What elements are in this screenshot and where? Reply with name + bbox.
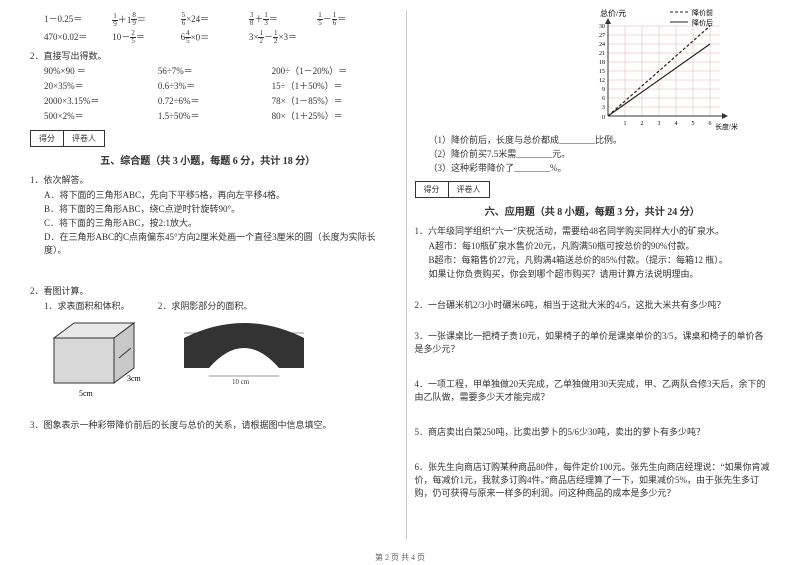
q1c: C．将下面的三角形ABC，按2:1放大。 <box>30 216 386 229</box>
eq: 0.6÷3%＝ <box>158 79 272 92</box>
eq: 645×0＝ <box>181 30 249 45</box>
price-chart: 总价/元 降价前 降价后 302724211815129630 123456 <box>580 6 750 131</box>
q2b: 2．求阴影部分的面积。 <box>158 299 272 312</box>
eq: 19＋189＝ <box>112 12 180 28</box>
eq: 0.72÷6%＝ <box>158 94 272 107</box>
q3: 3．图象表示一种彩带降价前后的长度与总价的关系，请根据图中信息填空。 <box>30 418 386 431</box>
chart-xlabel: 长度/米 <box>715 122 738 131</box>
eq: 38＋13＝ <box>249 12 317 28</box>
legend-after: 降价后 <box>692 18 713 27</box>
svg-text:21: 21 <box>599 51 605 57</box>
r-q5: 5．商店卖出白菜250吨，比卖出萝卜的5/6少30吨，卖出的萝卜有多少吨？ <box>415 425 771 438</box>
eq: 1－0.25＝ <box>44 12 112 28</box>
svg-text:2: 2 <box>641 121 644 127</box>
svg-text:24: 24 <box>599 42 605 48</box>
eq: 78×（1－85%）＝ <box>272 94 386 107</box>
score-label: 得分 <box>416 182 449 197</box>
figures-row: 5cm 3cm 15 cm 10 cm <box>30 318 386 398</box>
score-label: 得分 <box>31 131 64 146</box>
score-box: 得分 评卷人 <box>415 181 490 198</box>
svg-text:0: 0 <box>602 115 605 121</box>
score-box: 得分 评卷人 <box>30 130 105 147</box>
eq: 2000×3.15%＝ <box>44 94 158 107</box>
r-q1: 1．六年级同学组织“六一”庆祝活动，需要给48名同学购买同样大小的矿泉水。 <box>415 224 771 237</box>
r-q1b: B超市：每箱售价27元，凡购满4箱送总价的85%付款。（提示：每箱12 瓶）。 <box>415 253 771 266</box>
svg-text:18: 18 <box>599 60 605 66</box>
q1: 1．依次解答。 <box>30 173 386 186</box>
svg-text:12: 12 <box>599 78 605 84</box>
q1a: A．将下面的三角形ABC，先向下平移5格，再向左平移4格。 <box>30 188 386 201</box>
section-6-title: 六、应用题（共 8 小题，每题 3 分，共计 24 分） <box>415 203 771 218</box>
eq: 20×35%＝ <box>44 79 158 92</box>
equation-block-2: 90%×90 ＝56÷7%＝200÷（1－20%）＝ 20×35%＝0.6÷3%… <box>30 64 386 122</box>
left-column: 1－0.25＝ 19＋189＝ 56×24＝ 38＋13＝ 15－16＝ 470… <box>30 10 386 540</box>
arch-top: 15 cm <box>232 324 250 332</box>
grader-label: 评卷人 <box>449 182 489 197</box>
q1d: D．在三角形ABC的C点南偏东45°方向2厘米处画一个直径3厘米的圆（长度为实际… <box>30 230 386 256</box>
eq: 15÷（1＋50%）＝ <box>272 79 386 92</box>
svg-text:6: 6 <box>709 121 712 127</box>
svg-text:6: 6 <box>602 96 605 102</box>
svg-text:30: 30 <box>599 24 605 30</box>
eq: 200÷（1－20%）＝ <box>272 64 386 77</box>
chart-ylabel: 总价/元 <box>600 8 626 18</box>
q2a: 1．求表面积和体积。 <box>44 299 158 312</box>
svg-text:3: 3 <box>602 105 605 111</box>
cuboid-w: 5cm <box>79 389 94 398</box>
fill-3: （3）这种彩带降价了________%。 <box>415 161 771 174</box>
eq: 80×（1＋25%）＝ <box>272 109 386 122</box>
r-q1c: 如果让你负责购买，你会到哪个超市购买？请用计算方法说明理由。 <box>415 267 771 280</box>
eq: 3×12－12×3＝ <box>249 30 317 45</box>
svg-text:4: 4 <box>675 121 678 127</box>
arch-figure: 15 cm 10 cm <box>174 318 314 388</box>
eq: 56×24＝ <box>181 12 249 28</box>
legend-before: 降价前 <box>692 8 713 17</box>
chart-xticks: 1 2 3 4 5 6 <box>624 121 712 127</box>
r-q4: 4．一项工程，甲单独做20天完成，乙单独做用30天完成，甲、乙两队合修3天后，余… <box>415 377 771 403</box>
eq: 15－16＝ <box>317 12 385 28</box>
eq: 90%×90 ＝ <box>44 64 158 77</box>
eq: 1.5÷50%＝ <box>158 109 272 122</box>
r-q1a: A超市：每10瓶矿泉水售价20元，凡购满50瓶可按总价的90%付款。 <box>415 239 771 252</box>
q2-title: 2．直接写出得数。 <box>30 49 386 62</box>
chart-yticks: 302724211815129630 <box>599 24 605 121</box>
svg-text:1: 1 <box>624 121 627 127</box>
eq: 56÷7%＝ <box>158 64 272 77</box>
grader-label: 评卷人 <box>64 131 104 146</box>
r-q6: 6．张先生向商店订购某种商品80件，每件定价100元。张先生向商店经理说：“如果… <box>415 460 771 499</box>
svg-text:15: 15 <box>599 69 605 75</box>
eq: 10－25＝ <box>112 30 180 45</box>
eq: 500×2%＝ <box>44 109 158 122</box>
section-5-title: 五、综合题（共 3 小题，每题 6 分，共计 18 分） <box>30 152 386 167</box>
q2: 2．看图计算。 <box>30 284 386 297</box>
equation-block-1: 1－0.25＝ 19＋189＝ 56×24＝ 38＋13＝ 15－16＝ 470… <box>30 12 386 45</box>
svg-text:9: 9 <box>602 87 605 93</box>
arch-bottom: 10 cm <box>232 378 250 386</box>
fill-2: （2）降价前买7.5米需________元。 <box>415 147 771 160</box>
r-q3: 3．一张课桌比一把椅子贵10元，如果椅子的单价是课桌单价的3/5，课桌和椅子的单… <box>415 329 771 355</box>
page-footer: 第 2 页 共 4 页 <box>0 552 800 563</box>
cuboid-figure: 5cm 3cm <box>44 318 154 398</box>
svg-text:5: 5 <box>692 121 695 127</box>
q1b: B．将下面的三角形ABC，绕C点逆时针旋转90°。 <box>30 202 386 215</box>
svg-text:3: 3 <box>658 121 661 127</box>
r-q2: 2．一台碾米机2/3小时碾米6吨，相当于这批大米的4/5，这批大米共有多少吨？ <box>415 298 771 311</box>
right-column: 总价/元 降价前 降价后 302724211815129630 123456 <box>406 10 771 540</box>
svg-text:27: 27 <box>599 33 605 39</box>
fill-1: （1）降价前后，长度与总价都成________比例。 <box>415 133 771 146</box>
cuboid-h: 3cm <box>127 374 142 383</box>
eq: 470×0.02＝ <box>44 30 112 45</box>
